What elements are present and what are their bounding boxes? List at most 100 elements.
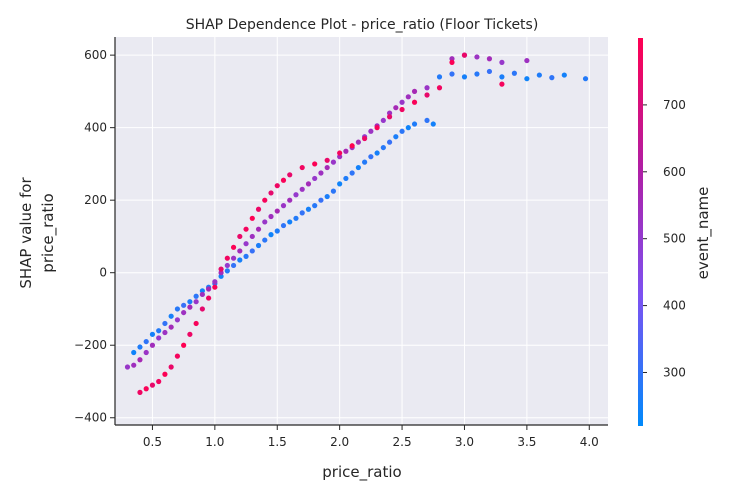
scatter-point [280,177,287,183]
scatter-point [268,213,274,220]
colorbar-tick-label: 600 [663,165,686,179]
scatter-point [280,222,287,229]
scatter-point [187,304,193,310]
scatter-point [411,121,418,127]
y-axis-label-line-2: price_ratio [39,193,58,272]
scatter-point [230,255,237,261]
scatter-point [549,75,555,81]
scatter-point [131,349,137,356]
scatter-point [324,164,330,171]
scatter-point [174,306,181,312]
scatter-point [262,197,268,203]
scatter-point [156,378,162,385]
scatter-point [162,329,168,336]
scatter-point [355,164,361,171]
scatter-point [368,154,374,160]
x-tick-label: 4.0 [580,435,599,449]
scatter-point [131,362,137,368]
scatter-point [193,299,199,305]
scatter-point [287,197,293,203]
scatter-point [237,248,243,254]
scatter-point [355,139,361,145]
y-tick-label: −200 [74,338,107,352]
x-tick-label: 1.0 [205,435,224,449]
scatter-point [349,170,355,176]
scatter-point [324,193,330,200]
scatter-point [243,253,249,259]
scatter-point [411,88,418,94]
scatter-point [511,70,517,76]
scatter-point [386,114,393,120]
scatter-point [337,181,343,187]
x-tick-label: 0.5 [143,435,162,449]
scatter-point [149,382,156,388]
scatter-point [162,320,168,327]
scatter-point [181,342,187,348]
scatter-point [149,331,156,337]
scatter-point [305,181,312,187]
scatter-point [424,92,430,98]
scatter-point [255,206,262,212]
scatter-point [274,183,280,189]
scatter-point [424,85,430,91]
y-axis-ticks: −400 −200 0 200 400 600 [74,48,115,425]
scatter-point [362,135,368,142]
scatter-point [524,57,530,64]
scatter-point [156,328,162,334]
scatter-point [524,76,530,82]
colorbar-ticks: 300 400 500 600 700 [643,98,686,379]
scatter-point [362,159,368,165]
scatter-point [243,241,249,247]
scatter-point [293,192,299,198]
scatter-point [561,72,567,78]
chart-title: SHAP Dependence Plot - price_ratio (Floo… [186,17,539,33]
scatter-point [299,210,305,216]
scatter-point [255,242,262,249]
scatter-point [330,188,337,194]
scatter-point [230,244,237,250]
y-tick-label: 0 [99,266,107,280]
scatter-point [156,335,162,341]
scatter-point [337,150,343,156]
scatter-point [499,81,505,87]
scatter-point [461,74,468,80]
scatter-point [162,371,168,377]
scatter-point [449,56,455,62]
scatter-point [430,121,436,127]
scatter-point [262,237,268,243]
scatter-point [212,279,218,285]
scatter-point [299,186,305,192]
scatter-point [174,317,181,323]
y-tick-label: 600 [84,48,107,62]
scatter-point [536,72,542,78]
scatter-point [312,203,318,209]
scatter-point [393,105,399,111]
scatter-point [199,306,205,312]
scatter-point [181,309,187,316]
scatter-point [399,128,405,134]
colorbar-tick-label: 500 [663,232,686,246]
scatter-point [405,125,411,131]
colorbar-tick-label: 300 [663,365,686,379]
x-tick-label: 2.0 [330,435,349,449]
scatter-point [224,268,230,274]
scatter-point [224,262,230,269]
scatter-point [199,288,205,294]
scatter-point [249,248,255,254]
scatter-point [187,299,193,305]
scatter-point [193,320,199,327]
scatter-point [193,293,199,299]
scatter-point [324,157,330,163]
x-tick-label: 3.0 [455,435,474,449]
scatter-point [343,175,349,182]
scatter-point [249,233,255,240]
scatter-point [143,338,149,345]
scatter-point [582,76,589,82]
scatter-point [386,110,393,116]
y-axis-label-line-1: SHAP value for [17,177,35,289]
scatter-point [474,54,480,60]
scatter-point [249,215,255,221]
scatter-point [449,59,455,65]
y-tick-label: 400 [84,121,107,135]
